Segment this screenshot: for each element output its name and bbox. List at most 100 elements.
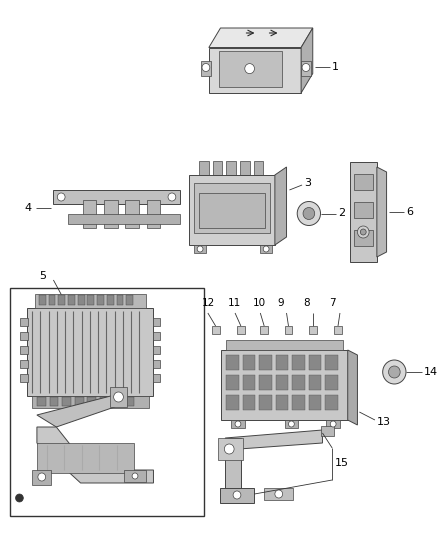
Text: 11: 11 [228, 298, 241, 308]
Polygon shape [37, 427, 153, 483]
Circle shape [113, 392, 124, 402]
Polygon shape [209, 47, 301, 93]
Text: 10: 10 [253, 298, 266, 308]
Bar [276, 375, 289, 390]
Bar [226, 355, 239, 370]
Bar [222, 350, 348, 420]
Bar [259, 375, 272, 390]
Circle shape [360, 229, 366, 235]
Bar [21, 360, 28, 368]
Bar [125, 200, 139, 228]
Bar [213, 161, 223, 175]
Bar [309, 395, 321, 410]
Bar [292, 375, 305, 390]
Text: 2: 2 [338, 208, 345, 219]
Circle shape [263, 246, 269, 252]
Bar [285, 420, 298, 428]
Bar [53, 190, 180, 204]
Bar [107, 295, 113, 305]
Bar [124, 470, 146, 482]
Bar [88, 397, 96, 406]
Bar [39, 295, 46, 305]
Bar [68, 295, 75, 305]
Circle shape [235, 421, 241, 427]
Bar [27, 308, 153, 396]
Bar [237, 326, 245, 334]
Circle shape [389, 366, 400, 378]
Bar [10, 288, 204, 516]
Bar [201, 61, 211, 76]
Text: 1: 1 [332, 62, 339, 72]
Circle shape [38, 473, 46, 481]
Circle shape [197, 246, 203, 252]
Bar [309, 326, 317, 334]
Bar [350, 162, 377, 262]
Bar [326, 420, 340, 428]
Bar [62, 397, 71, 406]
Bar [153, 346, 160, 354]
Polygon shape [377, 167, 387, 257]
Bar [82, 200, 96, 228]
Bar [110, 387, 127, 407]
Bar [212, 326, 219, 334]
Bar [147, 200, 160, 228]
Bar [218, 438, 243, 460]
Bar [292, 355, 305, 370]
Bar [243, 395, 255, 410]
Bar [285, 326, 292, 334]
Bar [292, 395, 305, 410]
Bar [100, 397, 109, 406]
Bar [21, 332, 28, 340]
Bar [301, 61, 311, 76]
Bar [334, 326, 342, 334]
Bar [325, 395, 338, 410]
Circle shape [302, 63, 310, 71]
Bar [353, 230, 373, 246]
Bar [260, 245, 272, 253]
Bar [88, 295, 94, 305]
Bar [153, 318, 160, 326]
Bar [117, 295, 124, 305]
Bar [125, 397, 134, 406]
Bar [226, 161, 236, 175]
Circle shape [224, 444, 234, 454]
Bar [194, 183, 270, 233]
Bar [199, 161, 209, 175]
Bar [37, 443, 134, 473]
Bar [276, 355, 289, 370]
Bar [325, 375, 338, 390]
Bar [240, 161, 250, 175]
Circle shape [330, 421, 336, 427]
Polygon shape [348, 350, 357, 425]
Bar [153, 374, 160, 382]
Bar [220, 488, 254, 503]
Bar [353, 174, 373, 190]
Bar [259, 395, 272, 410]
Bar [78, 295, 85, 305]
Bar [21, 318, 28, 326]
Bar [231, 420, 245, 428]
Bar [153, 360, 160, 368]
Bar [113, 397, 121, 406]
Bar [264, 488, 293, 500]
Circle shape [233, 491, 241, 499]
Bar [325, 355, 338, 370]
Bar [32, 470, 52, 485]
Bar [49, 397, 58, 406]
Text: 6: 6 [406, 207, 413, 217]
Bar [32, 396, 148, 408]
Bar [243, 355, 255, 370]
Bar [309, 355, 321, 370]
Bar [49, 295, 55, 305]
Text: 15: 15 [335, 458, 349, 468]
Circle shape [297, 201, 321, 225]
Bar [260, 326, 268, 334]
Circle shape [15, 494, 23, 502]
Text: 9: 9 [278, 298, 284, 308]
Circle shape [202, 63, 210, 71]
Bar [21, 346, 28, 354]
Bar [58, 295, 65, 305]
Circle shape [275, 490, 283, 498]
Bar [104, 200, 117, 228]
Bar [226, 340, 343, 350]
